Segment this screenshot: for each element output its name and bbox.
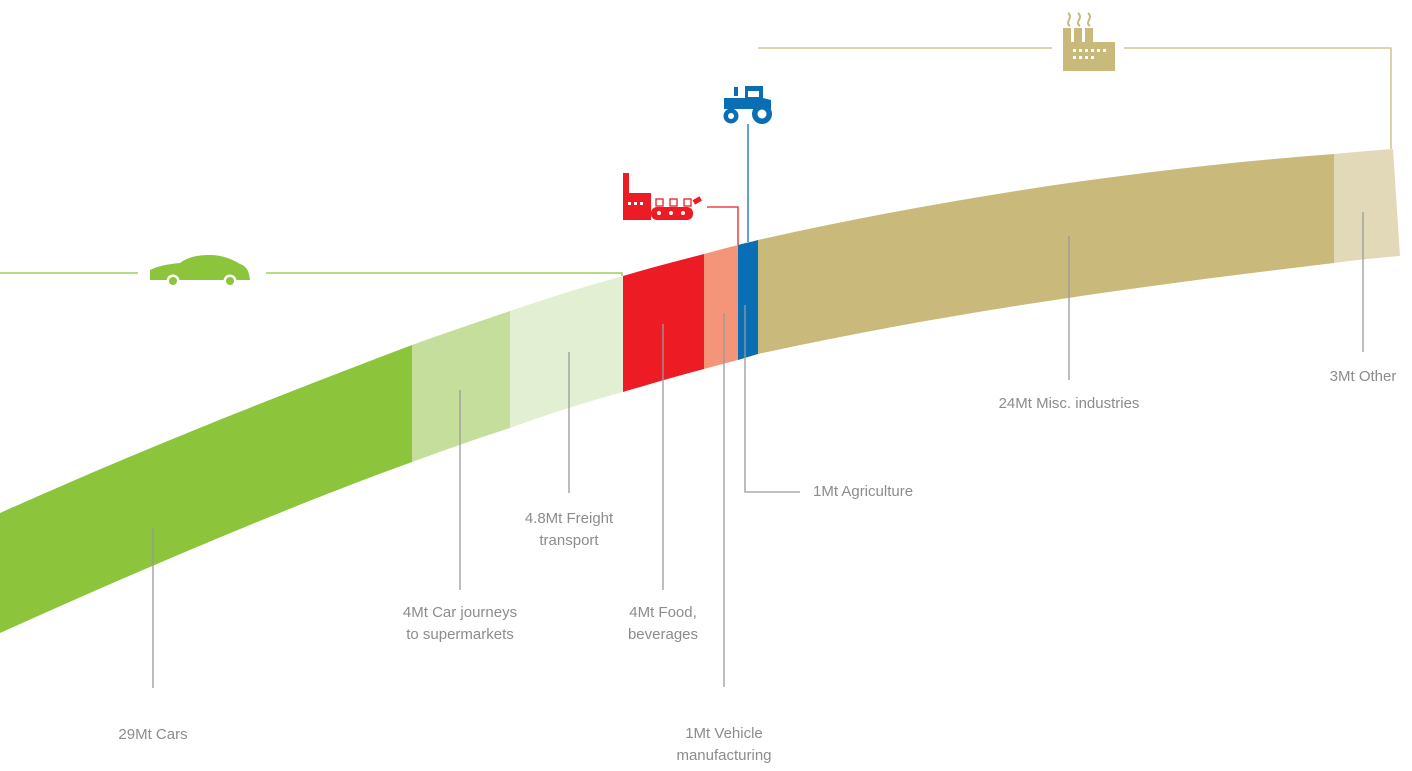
label-agriculture: 1Mt Agriculture (813, 481, 913, 503)
industry-group-line (758, 47, 1392, 149)
band (0, 149, 1400, 633)
label-cars: 29Mt Cars (73, 724, 233, 746)
label-vehicle-manufacturing-line1: 1Mt Vehicle (685, 725, 763, 742)
label-misc-industries: 24Mt Misc. industries (969, 393, 1169, 415)
label-other-line1: 3Mt Other (1329, 368, 1397, 385)
food-connector-line (707, 206, 739, 245)
segment-car-journeys (412, 311, 510, 462)
label-misc-industries-line1: 24Mt Misc. industries (998, 395, 1140, 412)
label-freight-line1: 4.8Mt Freight (524, 510, 614, 527)
food-factory-icon (623, 173, 702, 220)
group-lines (0, 47, 1392, 276)
tractor-icon (723, 86, 772, 124)
label-agriculture-line1: 1Mt Agriculture (813, 483, 914, 500)
label-vehicle-manufacturing-line2: manufacturing (676, 747, 772, 764)
segment-cars (0, 345, 412, 633)
factory-icon (1063, 12, 1115, 71)
label-freight-line2: transport (539, 532, 599, 549)
segment-other (1334, 149, 1400, 263)
label-car-journeys-line2: to supermarkets (406, 626, 514, 643)
label-car-journeys: 4Mt Car journeys to supermarkets (370, 602, 550, 646)
label-food-line1: 4Mt Food, (629, 604, 697, 621)
transport-group-line (0, 272, 623, 276)
label-food: 4Mt Food, beverages (603, 602, 723, 646)
label-freight: 4.8Mt Freight transport (499, 508, 639, 552)
segment-food (623, 254, 704, 392)
segment-agriculture (738, 240, 758, 360)
segment-misc-industries (758, 154, 1334, 354)
segment-freight (510, 276, 623, 428)
car-icon (150, 255, 250, 288)
leader-agriculture (744, 305, 800, 493)
label-other: 3Mt Other (1315, 366, 1411, 388)
label-vehicle-manufacturing: 1Mt Vehicle manufacturing (654, 723, 794, 767)
label-car-journeys-line1: 4Mt Car journeys (402, 604, 518, 621)
segment-vehicle-manufacturing (704, 245, 738, 369)
leader-lines (152, 212, 1364, 688)
label-food-line2: beverages (627, 626, 699, 643)
label-cars-line1: 29Mt Cars (118, 726, 188, 743)
